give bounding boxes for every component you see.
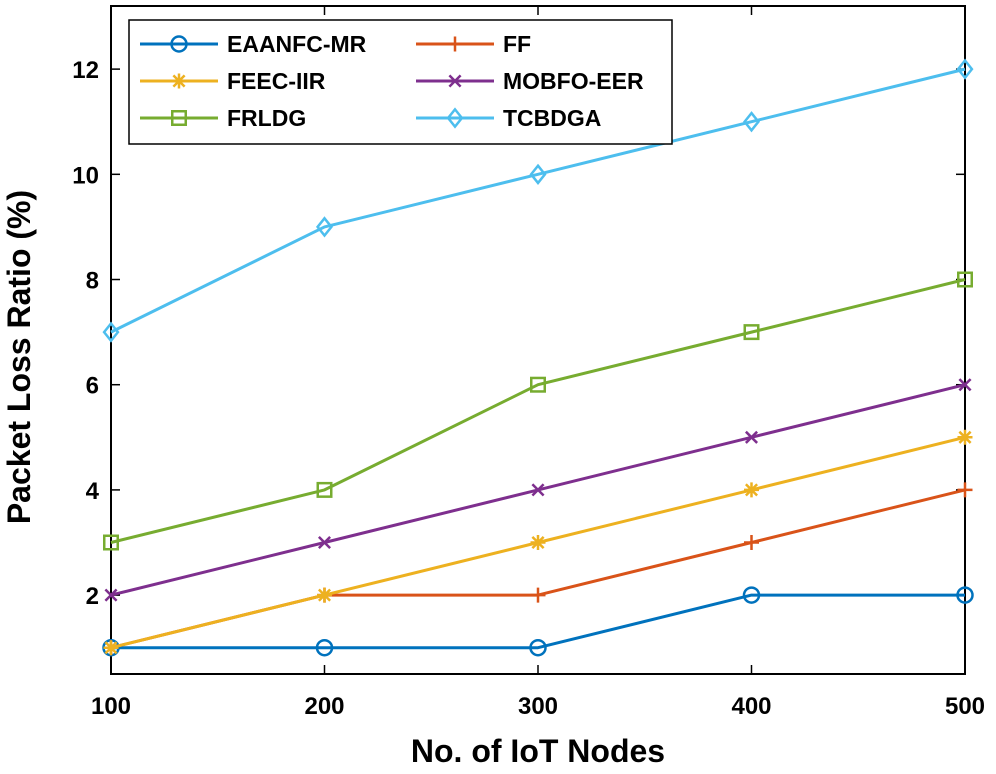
series-line-tcbdga: [110, 67, 966, 334]
chart-marks-layer: 100 200 300 400 500 2 4 6 8 10 12 EAANFC-MR FF FEEC-I…: [72, 5, 985, 720]
y-tick-label: 8: [86, 268, 99, 295]
data-point-ff: [530, 587, 546, 603]
data-point-frldg: [743, 324, 760, 341]
data-point-tcbdga: [742, 111, 761, 133]
x-tick-label: 100: [91, 693, 131, 720]
legend: EAANFC-MR FF FEEC-IIR MOBFO-EER FRLDG TCBDGA: [128, 19, 673, 145]
series-frldg: [103, 271, 973, 551]
x-tick-label: 200: [304, 693, 344, 720]
x-tick-label: 500: [945, 693, 985, 720]
data-point-eaanfc-mr: [742, 586, 761, 604]
legend-label-eaanfc-mr: EAANFC-MR: [227, 31, 367, 57]
data-point-mobfo-eer: [958, 378, 972, 392]
data-point-tcbdga: [315, 216, 334, 238]
data-point-tcbdga: [956, 58, 974, 80]
data-point-mobfo-eer: [531, 483, 545, 497]
legend-marker-tcbdga: [446, 107, 464, 129]
data-point-ff: [957, 482, 973, 498]
legend-label-ff: FF: [503, 31, 531, 57]
y-axis-label: Packet Loss Ratio (%): [1, 190, 37, 524]
data-point-feec-iir: [317, 587, 332, 603]
data-point-eaanfc-mr: [315, 638, 334, 657]
x-axis-label: No. of IoT Nodes: [411, 733, 665, 769]
series-line-ff: [110, 488, 966, 650]
data-point-eaanfc-mr: [529, 638, 547, 657]
data-point-tcbdga: [102, 321, 120, 343]
legend-label-frldg: FRLDG: [227, 105, 306, 131]
series-line-eaanfc-mr: [111, 593, 965, 650]
series-feec-iir: [103, 429, 973, 656]
data-point-feec-iir: [744, 482, 759, 498]
y-tick-label: 2: [86, 583, 99, 610]
data-point-ff: [744, 535, 759, 551]
series-mobfo-eer: [104, 378, 972, 602]
data-point-frldg: [530, 376, 546, 393]
series-ff: [103, 482, 973, 656]
series-tcbdga: [102, 58, 974, 343]
data-point-mobfo-eer: [744, 430, 759, 444]
series-line-frldg: [110, 278, 966, 544]
data-point-mobfo-eer: [104, 588, 118, 602]
y-tick-label: 10: [72, 162, 99, 189]
data-point-feec-iir: [530, 535, 546, 551]
y-tick-label: 12: [72, 57, 99, 84]
x-tick-label: 300: [518, 693, 558, 720]
data-point-tcbdga: [529, 163, 547, 185]
data-point-feec-iir: [103, 640, 119, 656]
legend-marker-eaanfc-mr: [170, 35, 188, 53]
y-tick-label: 6: [86, 373, 99, 400]
legend-label-mobfo-eer: MOBFO-EER: [503, 68, 644, 94]
legend-marker-mobfo-eer: [448, 74, 462, 88]
x-tick-label: 400: [731, 693, 771, 720]
data-point-mobfo-eer: [317, 535, 332, 550]
legend-marker-frldg: [171, 110, 187, 126]
legend-label-tcbdga: TCBDGA: [503, 105, 601, 131]
legend-box: [128, 19, 673, 145]
legend-label-feec-iir: FEEC-IIR: [227, 68, 326, 94]
data-point-eaanfc-mr: [956, 586, 974, 604]
data-point-frldg: [103, 534, 119, 551]
data-point-feec-iir: [957, 429, 973, 445]
legend-marker-feec-iir: [171, 73, 187, 89]
legend-marker-ff: [447, 36, 463, 52]
y-tick-label: 4: [86, 478, 100, 505]
data-point-frldg: [957, 271, 973, 288]
data-point-frldg: [316, 481, 333, 498]
